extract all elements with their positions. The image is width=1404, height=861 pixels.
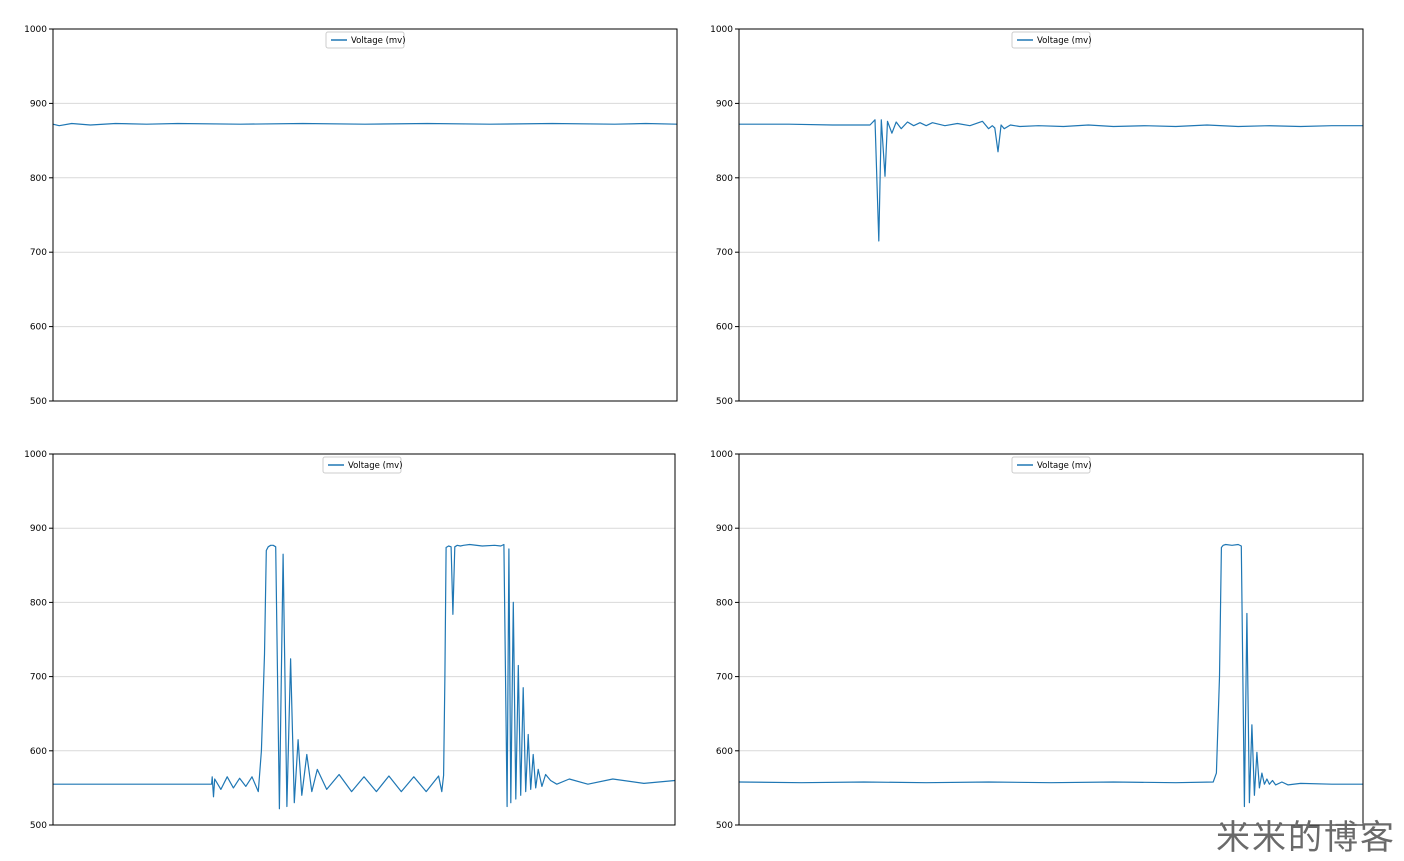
legend: Voltage (mv) — [1011, 31, 1092, 49]
y-tick-label: 900 — [716, 524, 733, 534]
y-tick-label: 500 — [30, 397, 47, 407]
legend-label: Voltage (mv) — [1037, 36, 1092, 46]
y-tick-label: 900 — [716, 99, 733, 109]
legend-box — [1011, 31, 1091, 49]
watermark-text: 米米的博客 — [1216, 818, 1396, 858]
plot-frame — [52, 28, 678, 402]
legend: Voltage (mv) — [325, 31, 406, 49]
y-tick-label: 500 — [716, 821, 733, 831]
series-line-voltage — [52, 122, 678, 127]
y-tick-label: 1000 — [710, 450, 733, 460]
y-tick-label: 1000 — [24, 25, 47, 35]
legend-label: Voltage (mv) — [351, 36, 406, 46]
plot-frame — [738, 453, 1364, 826]
plot-frame — [52, 453, 676, 826]
series-line-voltage — [53, 543, 676, 810]
y-tick-label: 500 — [30, 821, 47, 831]
y-tick-label: 600 — [30, 323, 47, 333]
series-line-voltage — [738, 543, 1363, 808]
legend-box — [1011, 456, 1091, 474]
y-tick-label: 1000 — [24, 450, 47, 460]
plot-frame — [738, 28, 1364, 402]
y-tick-label: 500 — [716, 397, 733, 407]
y-tick-label: 1000 — [710, 25, 733, 35]
series-line-voltage — [739, 119, 1363, 242]
legend: Voltage (mv) — [1011, 456, 1092, 474]
y-tick-label: 900 — [30, 99, 47, 109]
legend-label: Voltage (mv) — [1037, 461, 1092, 471]
y-tick-label: 700 — [716, 673, 733, 683]
y-tick-label: 800 — [716, 598, 733, 608]
y-tick-label: 800 — [30, 598, 47, 608]
y-tick-label: 600 — [716, 323, 733, 333]
legend: Voltage (mv) — [322, 456, 403, 474]
chart-panel-2: 500 600 700 800 900 1000 Voltage (mv) — [710, 25, 1364, 407]
y-tick-label: 700 — [716, 248, 733, 258]
chart-panel-1: 500 600 700 800 900 1000 Voltage (mv) — [24, 25, 678, 407]
chart-panel-4: 500 600 700 800 900 1000 Voltage (mv) — [710, 450, 1364, 831]
y-tick-label: 700 — [30, 248, 47, 258]
y-tick-label: 800 — [716, 174, 733, 184]
legend-box — [322, 456, 402, 474]
y-tick-label: 700 — [30, 673, 47, 683]
y-tick-label: 600 — [716, 747, 733, 757]
y-tick-label: 600 — [30, 747, 47, 757]
y-tick-label: 900 — [30, 524, 47, 534]
legend-label: Voltage (mv) — [348, 461, 403, 471]
legend-box — [325, 31, 405, 49]
y-tick-label: 800 — [30, 174, 47, 184]
chart-panel-3: 500 600 700 800 900 1000 Voltage (mv) — [24, 450, 676, 831]
